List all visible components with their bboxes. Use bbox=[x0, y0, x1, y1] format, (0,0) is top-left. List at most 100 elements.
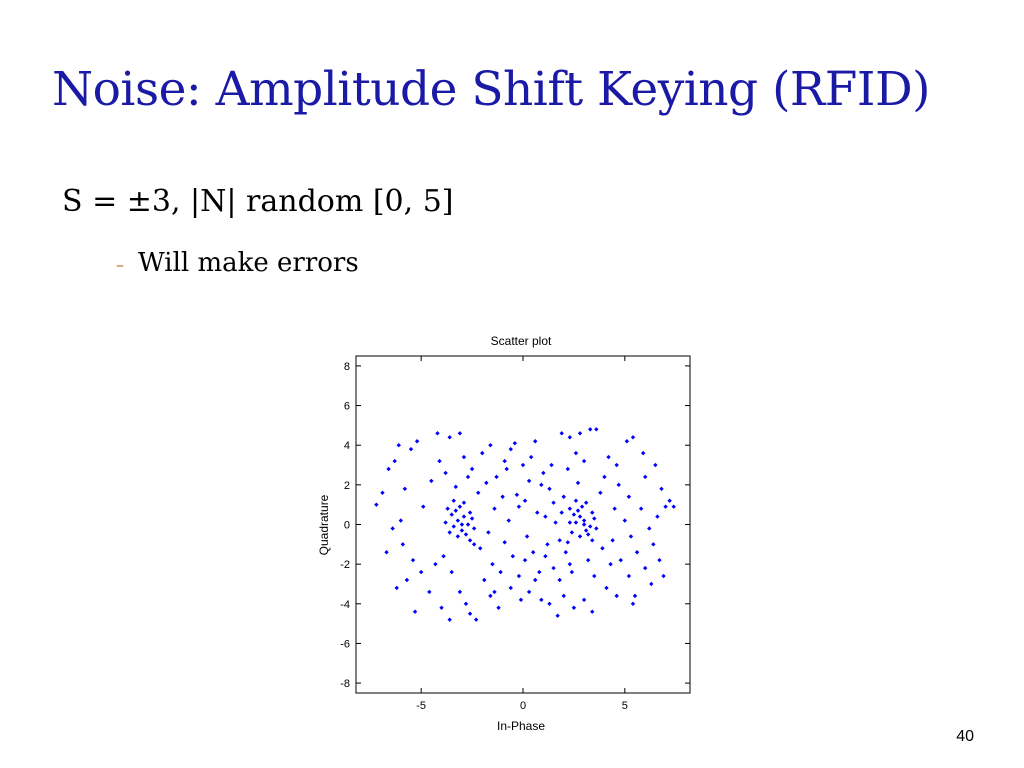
y-tick-label: 8 bbox=[344, 361, 350, 373]
scatter-point bbox=[500, 494, 505, 499]
scatter-point bbox=[469, 466, 475, 472]
scatter-point bbox=[386, 466, 391, 472]
scatter-point bbox=[467, 510, 473, 515]
scatter-point bbox=[567, 435, 573, 440]
scatter-point bbox=[543, 554, 548, 559]
scatter-point bbox=[494, 474, 499, 480]
scatter-point bbox=[488, 443, 493, 448]
scatter-point bbox=[441, 554, 446, 559]
scatter-point bbox=[457, 589, 463, 595]
scatter-point bbox=[624, 439, 630, 444]
chart-title: Scatter plot bbox=[491, 334, 552, 348]
scatter-point bbox=[412, 609, 418, 614]
scatter-point bbox=[640, 450, 646, 456]
scatter-point bbox=[508, 585, 513, 591]
scatter-point bbox=[435, 431, 440, 436]
scatter-point bbox=[649, 581, 654, 587]
scatter-point bbox=[653, 462, 658, 468]
y-tick-label: 6 bbox=[344, 401, 350, 413]
scatter-point bbox=[421, 504, 426, 509]
bullet-sub-text: Will make errors bbox=[138, 248, 359, 278]
scatter-point bbox=[598, 490, 603, 495]
scatter-point bbox=[465, 474, 471, 480]
y-tick-label: 4 bbox=[344, 440, 350, 452]
scatter-point bbox=[457, 431, 463, 436]
scatter-point bbox=[632, 593, 638, 599]
scatter-point bbox=[410, 557, 416, 563]
y-tick-label: 0 bbox=[344, 520, 350, 532]
scatter-point bbox=[457, 504, 463, 509]
scatter-point bbox=[510, 554, 516, 559]
scatter-point bbox=[445, 506, 450, 511]
scatter-point bbox=[565, 540, 571, 545]
bullet-sub: – Will make errors bbox=[116, 248, 359, 278]
scatter-point bbox=[559, 431, 564, 436]
x-tick-label: 5 bbox=[622, 700, 628, 712]
scatter-point bbox=[408, 446, 414, 452]
x-axis-label: In-Phase bbox=[497, 719, 545, 733]
chart-background bbox=[300, 330, 700, 740]
scatter-point bbox=[581, 458, 587, 464]
scatter-point bbox=[492, 506, 497, 511]
scatter-point bbox=[583, 528, 589, 533]
scatter-point bbox=[427, 589, 432, 595]
x-tick-label: 0 bbox=[520, 700, 526, 712]
scatter-point bbox=[612, 506, 617, 511]
scatter-point bbox=[484, 480, 489, 486]
scatter-point bbox=[480, 450, 485, 456]
scatter-point bbox=[384, 550, 389, 555]
scatter-point bbox=[392, 458, 397, 464]
scatter-point bbox=[492, 589, 497, 595]
scatter-point bbox=[618, 557, 623, 563]
scatter-point bbox=[604, 585, 609, 591]
scatter-point bbox=[380, 490, 385, 495]
scatter-point bbox=[447, 617, 452, 622]
scatter-point bbox=[659, 486, 664, 492]
scatter-point bbox=[471, 526, 477, 531]
scatter-point bbox=[453, 484, 458, 490]
scatter-point bbox=[555, 613, 560, 618]
y-tick-label: -4 bbox=[340, 599, 350, 611]
axis-ticks: -5 0 5 -8 -6 -4 -2 0 2 4 6 8 bbox=[340, 356, 690, 712]
scatter-point bbox=[630, 435, 636, 440]
scatter-point bbox=[528, 454, 534, 460]
bullet-dash-marker: – bbox=[116, 254, 124, 274]
scatter-point bbox=[626, 494, 632, 499]
scatter-point bbox=[569, 530, 575, 535]
scatter-point bbox=[541, 470, 546, 476]
scatter-point bbox=[575, 480, 581, 486]
scatter-point bbox=[394, 585, 399, 591]
scatter-point bbox=[616, 482, 621, 488]
scatter-point bbox=[390, 526, 395, 531]
scatter-point bbox=[473, 617, 479, 622]
scatter-point bbox=[583, 500, 589, 505]
scatter-point bbox=[667, 498, 672, 503]
scatter-point bbox=[453, 508, 458, 513]
scatter-point bbox=[590, 510, 595, 515]
scatter-point bbox=[478, 546, 483, 551]
y-tick-label: -2 bbox=[340, 559, 350, 571]
scatter-point bbox=[459, 522, 465, 527]
scatter-point bbox=[414, 439, 420, 444]
scatter-point bbox=[638, 506, 644, 511]
scatter-point bbox=[547, 486, 552, 492]
bullet-main: S = ±3, |N| random [0, 5] bbox=[62, 184, 454, 219]
scatter-point bbox=[374, 502, 379, 507]
scatter-point bbox=[490, 561, 495, 567]
scatter-point bbox=[469, 516, 475, 521]
scatter-point bbox=[502, 540, 507, 545]
scatter-point bbox=[577, 431, 583, 436]
scatter-point bbox=[447, 435, 452, 440]
scatter-point bbox=[400, 542, 406, 547]
scatter-point bbox=[437, 458, 442, 464]
scatter-point bbox=[504, 466, 509, 472]
y-tick-label: -6 bbox=[340, 638, 350, 650]
scatter-point bbox=[549, 462, 554, 468]
scatter-point bbox=[569, 569, 575, 575]
scatter-point bbox=[475, 490, 481, 495]
scatter-point bbox=[461, 500, 467, 505]
scatter-point bbox=[535, 510, 540, 515]
y-tick-label: 2 bbox=[344, 480, 350, 492]
x-tick-label: -5 bbox=[416, 700, 426, 712]
